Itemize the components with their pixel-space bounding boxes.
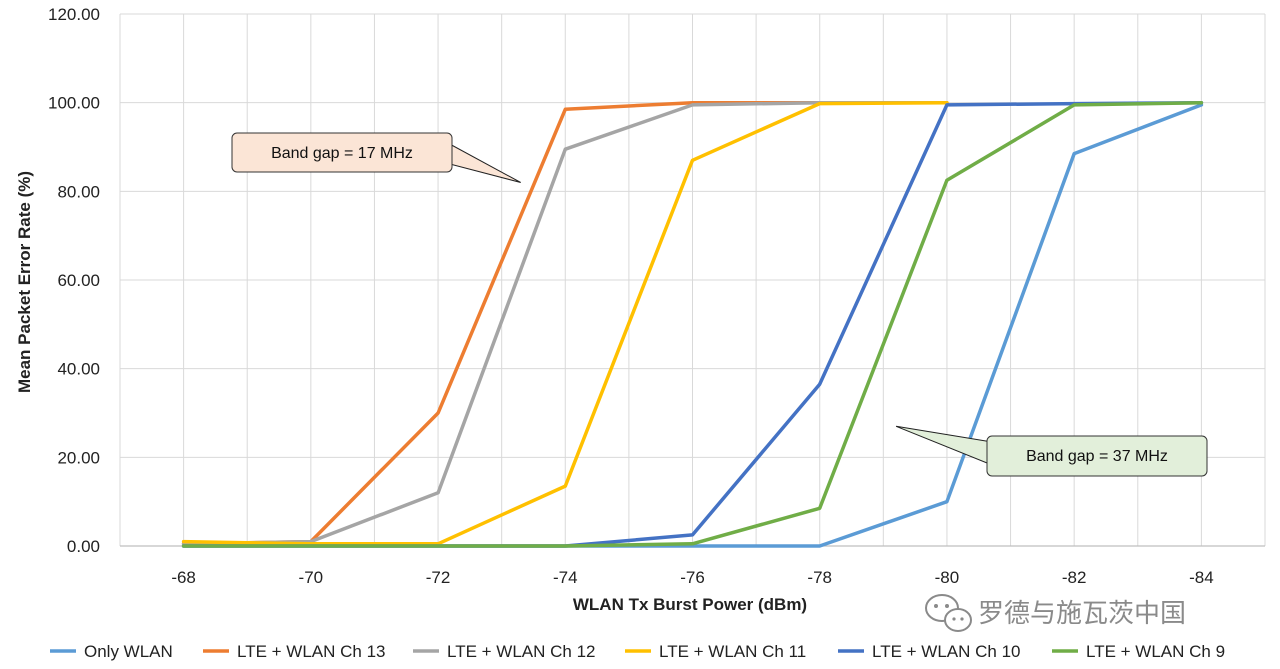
series-line-6	[181, 100, 1204, 548]
x-tick-label: -80	[935, 568, 960, 587]
annotation-band-gap-17: Band gap = 17 MHz	[231, 132, 521, 183]
legend-label-2: LTE + WLAN Ch 13	[237, 642, 386, 661]
y-tick-label: 0.00	[67, 537, 100, 556]
legend-label-1: Only WLAN	[84, 642, 173, 661]
series-line-4	[181, 100, 949, 546]
y-tick-label: 60.00	[57, 271, 100, 290]
x-axis-title: WLAN Tx Burst Power (dBm)	[573, 595, 807, 614]
x-tick-label: -84	[1189, 568, 1214, 587]
y-tick-label: 20.00	[57, 448, 100, 467]
legend-label-5: LTE + WLAN Ch 10	[872, 642, 1021, 661]
x-tick-label: -72	[426, 568, 451, 587]
annotation-box	[231, 132, 453, 173]
watermark-text: 罗德与施瓦茨中国	[978, 599, 1186, 629]
x-tick-label: -76	[680, 568, 705, 587]
annotation-text: Band gap = 37 MHz	[1026, 448, 1168, 465]
legend-label-3: LTE + WLAN Ch 12	[447, 642, 596, 661]
x-tick-label: -68	[171, 568, 196, 587]
x-tick-label: -82	[1062, 568, 1087, 587]
x-axis-ticks: -68 -70 -72 -74 -76 -78 -80 -82 -84	[171, 568, 1213, 587]
wechat-icon	[925, 594, 972, 632]
x-tick-label: -78	[807, 568, 832, 587]
annotation-pointer	[445, 141, 521, 183]
annotation-pointer	[895, 425, 993, 466]
x-tick-label: -74	[553, 568, 578, 587]
y-tick-label: 100.00	[48, 94, 100, 113]
y-axis-title: Mean Packet Error Rate (%)	[15, 171, 34, 393]
x-tick-label: -70	[299, 568, 324, 587]
y-axis-ticks: 0.00 20.00 40.00 60.00 80.00 100.00 120.00	[48, 5, 100, 556]
series-lines	[181, 100, 1204, 548]
annotation-box	[986, 435, 1208, 477]
legend: Only WLAN LTE + WLAN Ch 13 LTE + WLAN Ch 1…	[50, 642, 1225, 661]
legend-label-6: LTE + WLAN Ch 9	[1086, 642, 1225, 661]
y-tick-label: 40.00	[57, 360, 100, 379]
annotation-band-gap-37: Band gap = 37 MHz	[895, 425, 1208, 477]
annotation-text: Band gap = 17 MHz	[271, 145, 413, 162]
y-tick-label: 80.00	[57, 182, 100, 201]
y-tick-label: 120.00	[48, 5, 100, 24]
legend-label-4: LTE + WLAN Ch 11	[659, 642, 806, 661]
watermark: 罗德与施瓦茨中国	[925, 594, 1186, 632]
